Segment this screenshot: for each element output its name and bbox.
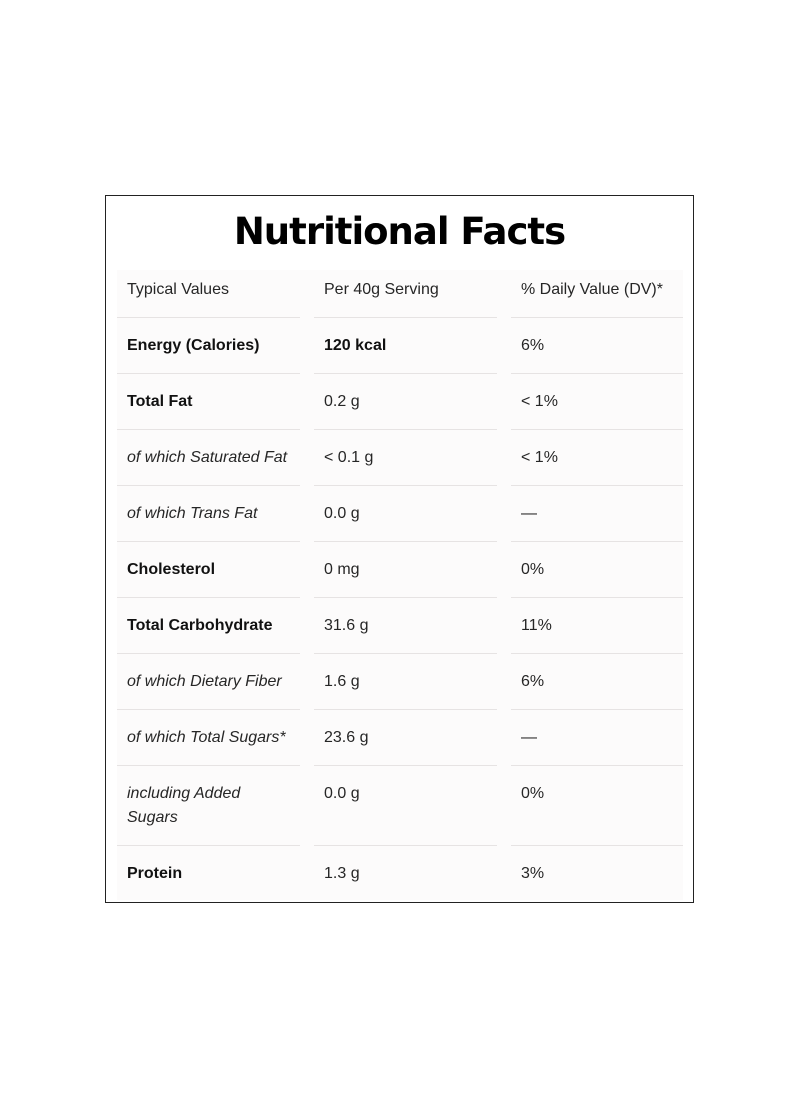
nutrient-daily-value: 3%: [521, 865, 545, 882]
row-divider: [511, 541, 683, 542]
nutrient-amount: 0 mg: [324, 561, 360, 578]
row-divider: [511, 373, 683, 374]
nutrient-name: including Added Sugars: [127, 785, 241, 826]
nutrient-amount: 120 kcal: [324, 337, 387, 354]
nutrient-daily-value: —: [521, 729, 537, 746]
nutrient-daily-value: < 1%: [521, 449, 558, 466]
nutrient-daily-value: 6%: [521, 673, 545, 690]
nutrient-name: of which Total Sugars*: [127, 729, 286, 746]
row-divider: [314, 373, 497, 374]
row-divider: [314, 317, 497, 318]
row-divider: [314, 709, 497, 710]
header-per-serving: Per 40g Serving: [324, 281, 439, 298]
nutrient-name: of which Dietary Fiber: [127, 673, 282, 690]
nutrient-daily-value: 6%: [521, 337, 545, 354]
row-divider: [117, 429, 300, 430]
header-typical-values: Typical Values: [127, 281, 229, 298]
row-divider: [314, 429, 497, 430]
row-divider: [117, 317, 300, 318]
nutrition-table: Typical Values Per 40g Serving % Daily V…: [117, 270, 683, 900]
row-divider: [511, 709, 683, 710]
row-divider: [117, 485, 300, 486]
row-divider: [511, 653, 683, 654]
row-divider: [117, 845, 300, 846]
nutrient-amount: 1.6 g: [324, 673, 360, 690]
nutrient-name: Total Fat: [127, 393, 193, 410]
nutrient-name: of which Trans Fat: [127, 505, 258, 522]
nutrient-amount: 1.3 g: [324, 865, 360, 882]
row-divider: [314, 541, 497, 542]
header-daily-value: % Daily Value (DV)*: [521, 281, 663, 298]
nutrient-name: Cholesterol: [127, 561, 216, 578]
nutrient-name: Total Carbohydrate: [127, 617, 273, 634]
row-divider: [314, 597, 497, 598]
row-divider: [117, 597, 300, 598]
nutrient-amount: 31.6 g: [324, 617, 369, 634]
page-title: Nutritional Facts: [233, 210, 566, 253]
nutrient-daily-value: 0%: [521, 561, 545, 578]
nutrient-daily-value: < 1%: [521, 393, 558, 410]
row-divider: [511, 317, 683, 318]
nutrient-daily-value: 11%: [521, 617, 552, 634]
nutrient-amount: 0.2 g: [324, 393, 360, 410]
row-divider: [117, 541, 300, 542]
row-divider: [314, 485, 497, 486]
nutrient-name: Energy (Calories): [127, 337, 260, 354]
row-divider: [511, 765, 683, 766]
nutrient-name: of which Saturated Fat: [127, 449, 288, 466]
row-divider: [511, 597, 683, 598]
row-divider: [117, 765, 300, 766]
nutrient-amount: 23.6 g: [324, 729, 369, 746]
row-divider: [511, 429, 683, 430]
row-divider: [117, 653, 300, 654]
row-divider: [314, 845, 497, 846]
nutrient-amount: < 0.1 g: [324, 449, 374, 466]
nutrient-daily-value: —: [521, 505, 537, 522]
nutrient-amount: 0.0 g: [324, 785, 360, 802]
nutrition-facts-panel: Nutritional Facts Typical Values Per 40g…: [105, 195, 694, 903]
nutrient-name: Protein: [127, 865, 183, 882]
row-divider: [117, 709, 300, 710]
row-divider: [511, 485, 683, 486]
row-divider: [314, 765, 497, 766]
row-divider: [511, 845, 683, 846]
nutrient-daily-value: 0%: [521, 785, 545, 802]
row-divider: [314, 653, 497, 654]
nutrient-amount: 0.0 g: [324, 505, 360, 522]
row-divider: [117, 373, 300, 374]
